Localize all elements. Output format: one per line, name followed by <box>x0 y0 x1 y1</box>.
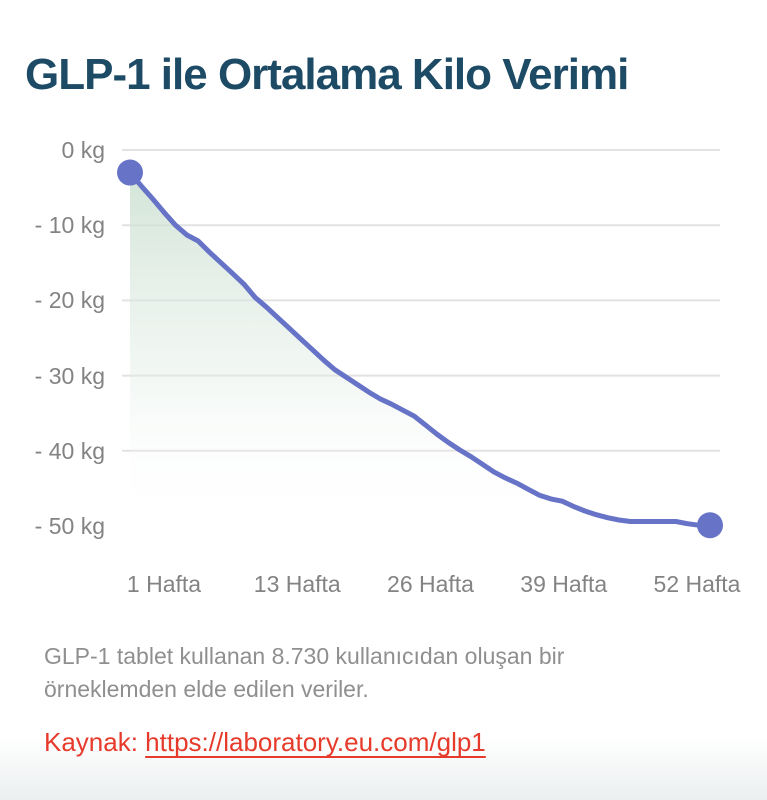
source-line: Kaynak: https://laboratory.eu.com/glp1 <box>44 727 486 758</box>
y-tick--30kg: - 30 kg <box>34 362 105 389</box>
y-tick--40kg: - 40 kg <box>34 437 105 464</box>
source-link[interactable]: https://laboratory.eu.com/glp1 <box>145 727 486 757</box>
y-tick--10kg: - 10 kg <box>34 212 105 239</box>
start-point-marker <box>117 159 143 186</box>
source-label: Kaynak: <box>44 727 146 757</box>
page-title: GLP-1 ile Ortalama Kilo Verimi <box>25 50 629 99</box>
y-tick--50kg: - 50 kg <box>34 513 105 539</box>
x-tick-52-hafta: 52 Hafta <box>653 571 741 597</box>
weight-loss-line <box>127 170 713 528</box>
area-fill <box>130 172 710 526</box>
x-tick-39-hafta: 39 Hafta <box>520 571 608 597</box>
y-tick-0kg: 0 kg <box>61 137 105 163</box>
x-tick-26-hafta: 26 Hafta <box>387 571 474 597</box>
footnote: GLP-1 tablet kullanan 8.730 kullanıcıdan… <box>44 643 565 702</box>
weight-loss-chart: 0 kg - 10 kg - 20 kg - 30 kg - 40 kg - 50 kg … <box>0 118 767 598</box>
end-point-marker <box>697 512 723 539</box>
chart-canvas <box>117 149 723 539</box>
y-tick--20kg: - 20 kg <box>34 287 105 314</box>
x-tick-13-hafta: 13 Hafta <box>253 571 341 597</box>
x-tick-1-hafta: 1 Hafta <box>126 571 202 597</box>
